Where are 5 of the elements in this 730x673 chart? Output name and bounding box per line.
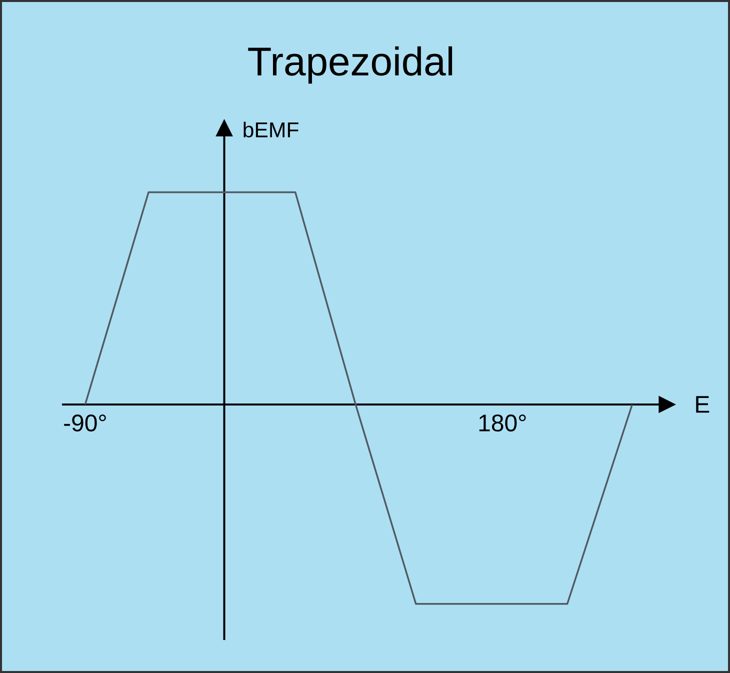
x-tick-label: 180° <box>479 414 526 432</box>
x-axis-title: E <box>696 396 710 413</box>
chart-title: Trapezoidal <box>248 46 452 84</box>
y-axis-title: bEMF <box>244 122 298 138</box>
x-tick-label: -90° <box>64 414 106 432</box>
